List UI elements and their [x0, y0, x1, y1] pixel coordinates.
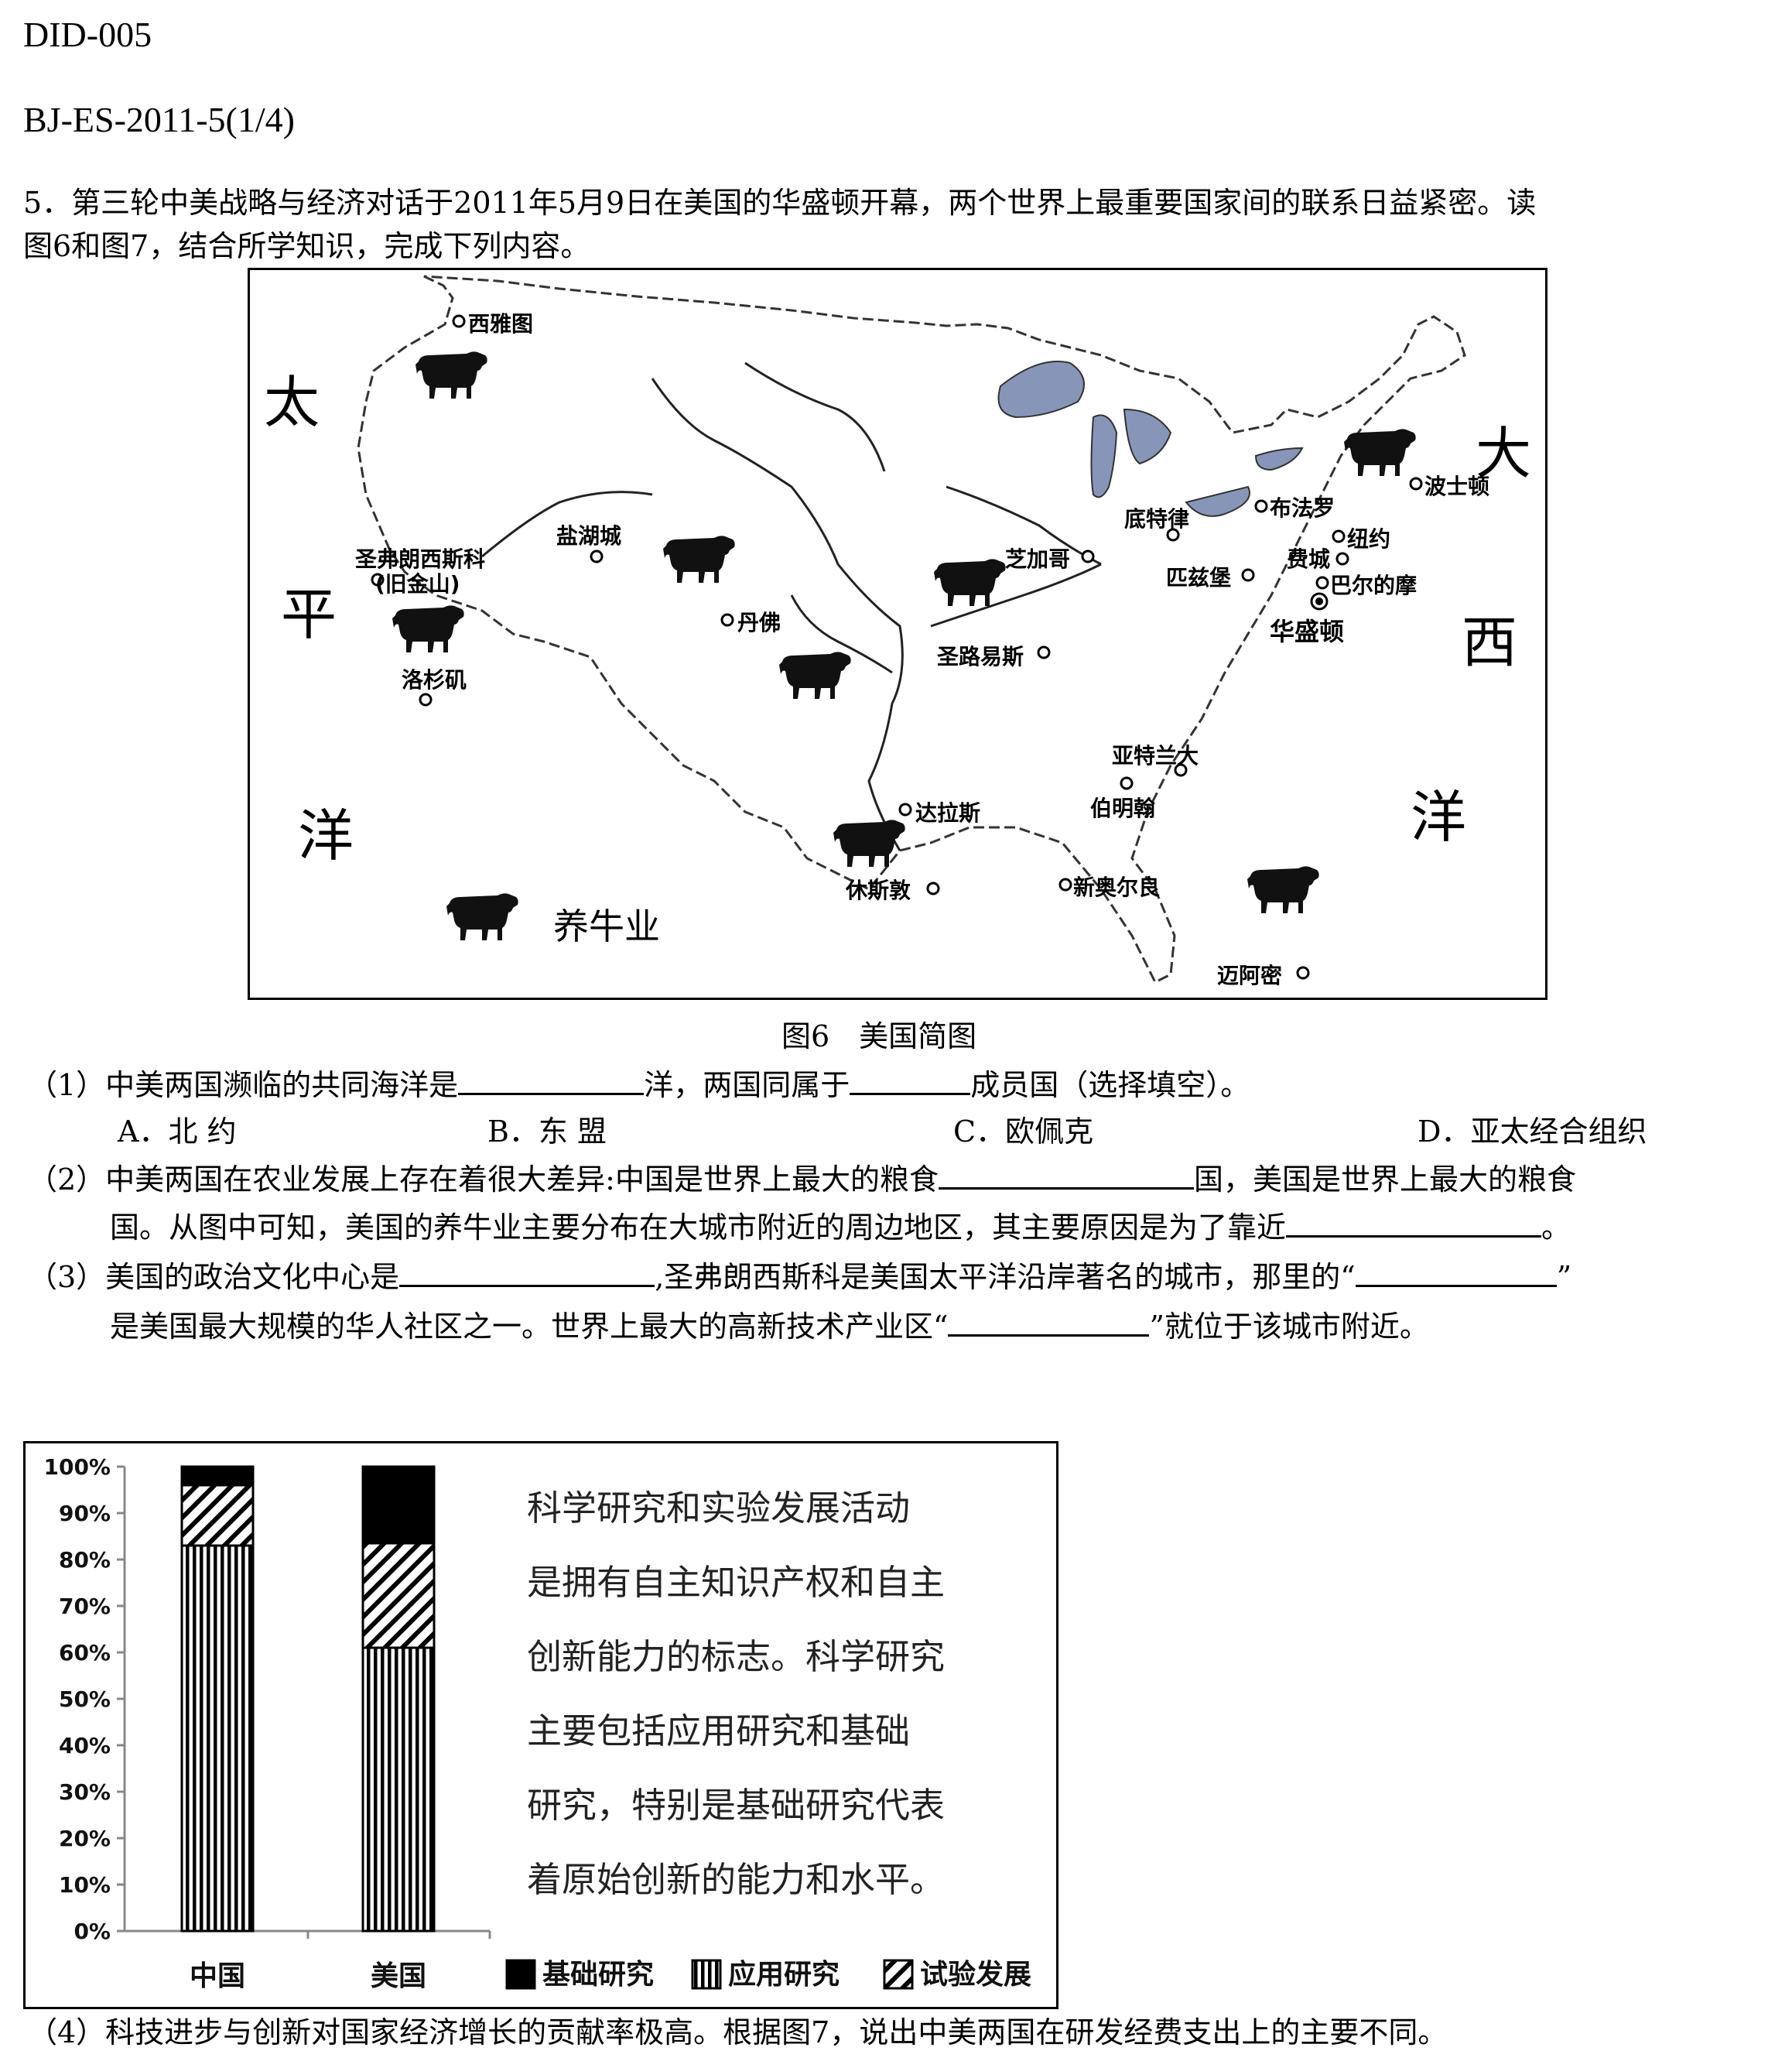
sub-question-1: （1）中美两国濒临的共同海洋是 洋，两国同属于 成员国（选择填空）。	[28, 1062, 1250, 1108]
legend-label: 应用研究	[728, 1959, 840, 1991]
city-label: 巴尔的摩	[1330, 573, 1418, 598]
bar-segment	[361, 1465, 436, 1545]
city-label: 圣路易斯	[937, 644, 1024, 669]
y-tick-label: 10%	[59, 1872, 111, 1898]
y-tick-label: 90%	[59, 1501, 111, 1526]
y-tick-label: 70%	[59, 1594, 111, 1619]
bar-segment	[180, 1484, 255, 1547]
option-a: A．北 约	[118, 1114, 237, 1149]
question-intro-line2: 图6和图7，结合所学知识，完成下列内容。	[23, 229, 590, 263]
document-id: DID-005	[23, 15, 152, 54]
city-label: 休斯敦	[846, 878, 911, 903]
city-label: 布法罗	[1270, 495, 1335, 521]
y-tick-label: 80%	[59, 1547, 111, 1573]
option-b: B．东 盟	[487, 1114, 607, 1149]
chart-annotation: 科学研究和实验发展活动 是拥有自主知识产权和自主 创新能力的标志。科学研究 主要…	[527, 1471, 945, 1917]
q1-text-c: 成员国（选择填空）。	[970, 1068, 1250, 1102]
annotation-line: 研究，特别是基础研究代表	[527, 1785, 946, 1826]
city-label: 匹兹堡	[1166, 565, 1232, 591]
city-label: 迈阿密	[1217, 963, 1283, 988]
answer-blank[interactable]	[850, 1062, 971, 1095]
document-source: BJ-ES-2011-5(1/4)	[23, 100, 295, 139]
city-label: 新奥尔良	[1073, 875, 1161, 900]
answer-blank[interactable]	[948, 1303, 1150, 1337]
q2-text-a: （2）中美两国在农业发展上存在着很大差异:中国是世界上最大的粮食	[28, 1162, 939, 1197]
y-tick-label: 0%	[74, 1919, 111, 1944]
answer-blank[interactable]	[399, 1254, 655, 1287]
city-label: 亚特兰大	[1112, 743, 1199, 769]
x-category-label: 美国	[371, 1960, 426, 1992]
annotation-line: 创新能力的标志。科学研究	[527, 1636, 946, 1677]
sub-question-3-line2: 是美国最大规模的华人社区之一。世界上最大的高新技术产业区“ ”就位于该城市附近。	[110, 1303, 1429, 1350]
answer-blank[interactable]	[458, 1062, 645, 1095]
map-caption: 图6 美国简图	[781, 1019, 977, 1053]
rd-expenditure-figure: 0% 10% 20% 30% 40% 50% 60% 70% 80% 90% 100% 中国 美国 基…	[23, 1441, 1058, 2009]
y-tick-label: 20%	[59, 1826, 111, 1851]
ocean-label-pacific-1: 太	[264, 370, 320, 435]
annotation-line: 主要包括应用研究和基础	[527, 1710, 911, 1751]
annotation-line: 着原始创新的能力和水平。	[527, 1859, 946, 1900]
city-label-capital: 华盛顿	[1270, 617, 1345, 646]
bar-segment	[180, 1544, 255, 1933]
city-label: 盐湖城	[556, 523, 622, 549]
city-label: 圣弗朗西斯科	[355, 546, 486, 572]
answer-blank[interactable]	[1286, 1204, 1542, 1238]
bar-segment	[180, 1465, 255, 1487]
y-tick-label: 100%	[43, 1454, 111, 1480]
y-tick-label: 50%	[59, 1686, 111, 1712]
legend-label: 基础研究	[542, 1959, 654, 1991]
bar-segment	[361, 1542, 436, 1649]
q2-text-d: 。	[1541, 1210, 1571, 1245]
answer-blank[interactable]	[1355, 1254, 1557, 1287]
city-label: 纽约	[1347, 526, 1391, 552]
q1-text-a: （1）中美两国濒临的共同海洋是	[28, 1068, 459, 1102]
q3-text-e: ”就位于该城市附近。	[1149, 1310, 1429, 1344]
ocean-label-pacific-3: 洋	[298, 803, 354, 868]
map-legend-label: 养牛业	[553, 906, 660, 947]
y-tick-label: 30%	[59, 1779, 111, 1805]
y-tick-label: 60%	[59, 1640, 111, 1666]
q3-text-d: 是美国最大规模的华人社区之一。世界上最大的高新技术产业区“	[110, 1310, 949, 1344]
sub-question-3-line1: （3）美国的政治文化中心是 ,圣弗朗西斯科是美国太平洋沿岸著名的城市，那里的“ ”	[28, 1254, 1571, 1300]
q3-text-b: ,圣弗朗西斯科是美国太平洋沿岸著名的城市，那里的“	[655, 1260, 1356, 1294]
legend-swatch	[883, 1959, 914, 1990]
annotation-line: 是拥有自主知识产权和自主	[527, 1562, 946, 1603]
y-tick-label: 40%	[59, 1733, 111, 1758]
q2-text-b: 国，美国是世界上最大的粮食	[1193, 1162, 1576, 1197]
q1-text-b: 洋，两国同属于	[644, 1068, 850, 1102]
question-intro-line1: 5．第三轮中美战略与经济对话于2011年5月9日在美国的华盛顿开幕，两个世界上最…	[23, 186, 1537, 220]
city-label: 洛杉矶	[402, 667, 467, 693]
legend-swatch	[691, 1959, 722, 1990]
legend-label: 试验发展	[920, 1959, 1031, 1991]
legend-swatch	[505, 1959, 536, 1990]
option-c: C．欧佩克	[953, 1114, 1094, 1149]
q3-text-c: ”	[1556, 1260, 1572, 1294]
sub-question-4: （4）科技进步与创新对国家经济增长的贡献率极高。根据图7，说出中美两国在研发经费…	[28, 2015, 1448, 2049]
rd-stacked-bar-chart: 0% 10% 20% 30% 40% 50% 60% 70% 80% 90% 100% 中国 美国 基…	[43, 1454, 1031, 1992]
city-label: 丹佛	[737, 610, 781, 635]
option-d: D．亚太经合组织	[1418, 1114, 1647, 1149]
ocean-label-pacific-2: 平	[281, 582, 337, 647]
annotation-line: 科学研究和实验发展活动	[527, 1488, 911, 1529]
city-label: 波士顿	[1424, 474, 1490, 499]
city-label: 底特律	[1124, 506, 1190, 532]
ocean-label-atlantic-3: 洋	[1411, 785, 1467, 850]
city-label: 芝加哥	[1005, 546, 1071, 572]
city-label: (旧金山)	[375, 571, 460, 597]
ocean-label-atlantic-1: 大	[1476, 421, 1532, 486]
sub-question-2-line1: （2）中美两国在农业发展上存在着很大差异:中国是世界上最大的粮食 国，美国是世界上…	[28, 1156, 1576, 1203]
q3-text-a: （3）美国的政治文化中心是	[28, 1260, 400, 1294]
city-label: 费城	[1287, 546, 1331, 572]
city-label: 西雅图	[468, 311, 534, 337]
ocean-label-atlantic-2: 西	[1462, 610, 1518, 675]
city-label: 达拉斯	[915, 800, 981, 826]
us-map-drawing	[357, 275, 1466, 984]
x-category-label: 中国	[190, 1960, 245, 1992]
answer-blank[interactable]	[938, 1156, 1194, 1190]
city-label: 伯明翰	[1090, 796, 1156, 821]
us-map-figure: 太 平 洋 大 西 洋 西雅图 盐湖城 圣弗朗西斯科 (旧金山) 丹佛 洛杉矶 …	[248, 268, 1547, 1000]
bar-segment	[361, 1646, 436, 1933]
q2-text-c: 国。从图中可知，美国的养牛业主要分布在大城市附近的周边地区，其主要原因是为了靠近	[110, 1210, 1287, 1245]
sub-question-2-line2: 国。从图中可知，美国的养牛业主要分布在大城市附近的周边地区，其主要原因是为了靠近…	[110, 1204, 1571, 1251]
